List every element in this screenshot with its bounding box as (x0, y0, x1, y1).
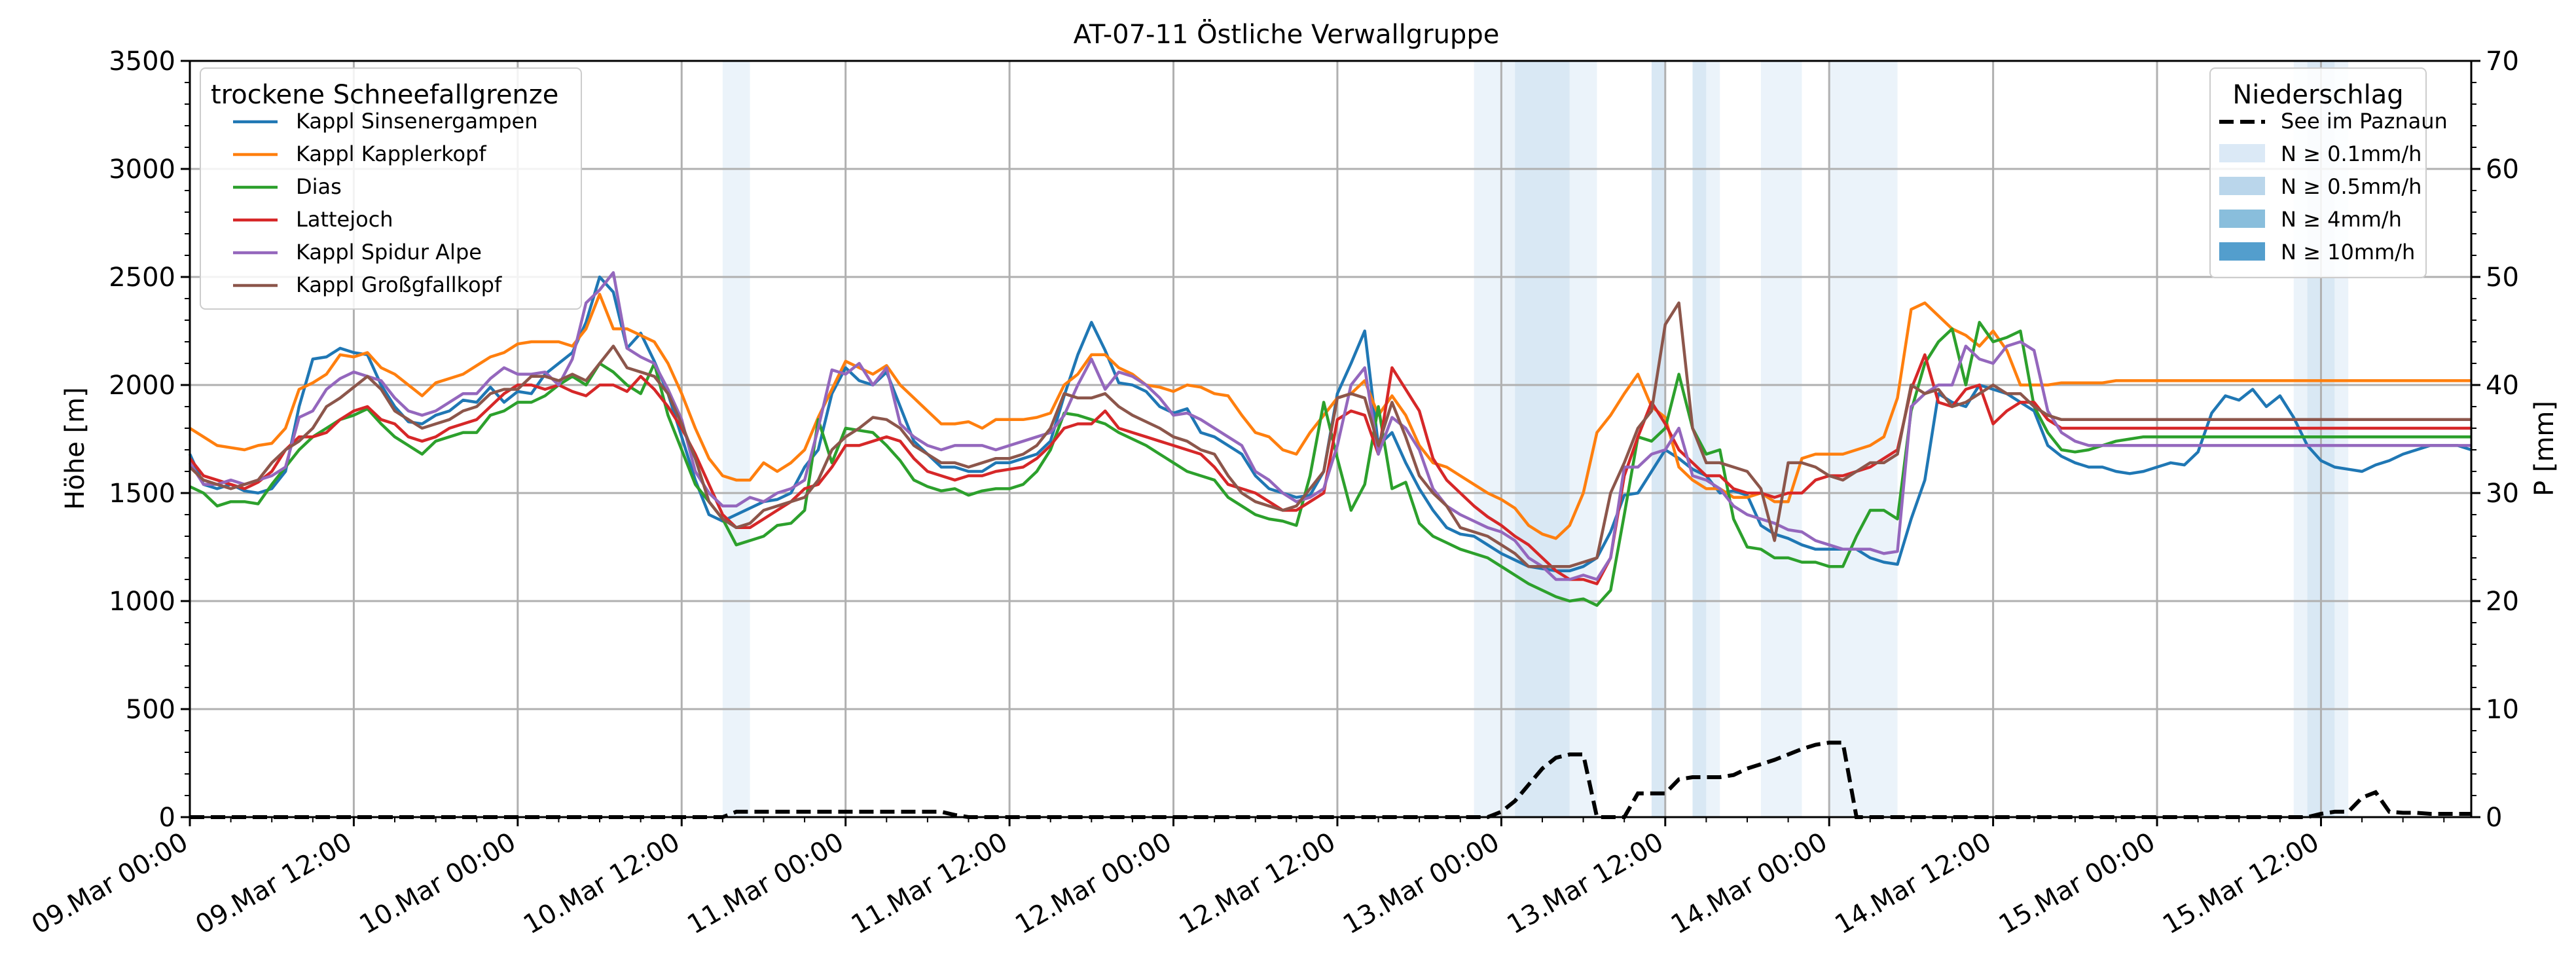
legend-band-swatch-2 (2219, 210, 2265, 228)
y-tick-label: 0 (159, 803, 175, 833)
x-tick-label: 12.Mar 00:00 (1010, 827, 1176, 940)
y2-tick-label: 20 (2486, 587, 2519, 617)
series-line-1 (189, 293, 2471, 540)
precip-band (1651, 61, 1665, 817)
legend-precipitation-title: Niederschlag (2232, 80, 2403, 110)
legend-label-4: Kappl Spidur Alpe (296, 240, 482, 265)
precip-band (1760, 61, 1802, 817)
y2-tick-label: 0 (2486, 803, 2502, 833)
precipitation-bands (722, 61, 2349, 817)
x-tick-label: 09.Mar 00:00 (27, 827, 193, 940)
y-tick-label: 500 (126, 695, 175, 725)
legend-band-label-0: N ≥ 0.1mm/h (2281, 141, 2422, 166)
y2-tick-label: 40 (2486, 371, 2519, 401)
y2-axis-title: P [mm] (2530, 401, 2560, 496)
legend-snowline-title: trockene Schneefallgrenze (211, 80, 558, 110)
legend-label-3: Lattejoch (296, 207, 393, 232)
x-tick-label: 12.Mar 12:00 (1174, 827, 1341, 940)
series-line-3 (189, 353, 2471, 585)
x-tick-label: 14.Mar 00:00 (1666, 827, 1832, 940)
y2-tick-label: 50 (2486, 263, 2519, 293)
series-line-4 (189, 271, 2471, 581)
legend-label-0: Kappl Sinsenergampen (296, 109, 538, 134)
x-tick-label: 15.Mar 00:00 (1994, 827, 2160, 940)
series-line-0 (188, 275, 2472, 573)
legend-precipitation: Niederschlag See im Paznaun N ≥ 0.1mm/h N … (2209, 67, 2448, 278)
legend-label-2: Dias (296, 174, 342, 199)
x-tick-label: 10.Mar 12:00 (518, 827, 685, 940)
plot-frame (189, 60, 2473, 818)
legend-band-swatch-1 (2219, 177, 2265, 195)
legend-snowline-frame (200, 67, 582, 310)
y2-tick-label: 30 (2486, 479, 2519, 509)
x-tick-label: 14.Mar 12:00 (1830, 827, 1996, 940)
legend-label-5: Kappl Großgfallkopf (296, 272, 502, 297)
precip-line (190, 741, 2471, 819)
x-tick-label: 13.Mar 12:00 (1502, 827, 1668, 940)
legend-label-1: Kappl Kapplerkopf (296, 141, 486, 166)
legend-band-label-2: N ≥ 4mm/h (2281, 207, 2402, 232)
x-tick-label: 10.Mar 00:00 (355, 827, 521, 940)
precip-band (1515, 61, 1570, 817)
legend-band-swatch-3 (2219, 242, 2265, 261)
x-tick-label: 11.Mar 12:00 (846, 827, 1013, 940)
precipitation-line (190, 741, 2471, 819)
y-tick-label: 2000 (109, 371, 175, 401)
x-tick-label: 13.Mar 00:00 (1338, 827, 1504, 940)
chart-title: AT-07-11 Östliche Verwallgruppe (1074, 18, 1500, 50)
y-tick-label: 2500 (109, 263, 175, 293)
y-tick-label: 3500 (109, 46, 175, 77)
precip-band (1706, 61, 1720, 817)
y-tick-label: 3000 (109, 155, 175, 185)
series-line-5 (189, 301, 2471, 568)
y2-tick-label: 60 (2486, 155, 2519, 185)
x-tick-label: 09.Mar 12:00 (190, 827, 357, 940)
precip-band (1474, 61, 1515, 817)
precip-band (1829, 61, 1898, 817)
legend-band-label-3: N ≥ 10mm/h (2281, 240, 2415, 265)
x-tick-label: 15.Mar 12:00 (2158, 827, 2324, 940)
y2-tick-label: 70 (2486, 46, 2519, 77)
y-tick-label: 1500 (109, 479, 175, 509)
legend-band-label-1: N ≥ 0.5mm/h (2281, 174, 2422, 199)
y-tick-label: 1000 (109, 587, 175, 617)
legend-band-swatch-0 (2219, 144, 2265, 162)
legend-precip-label: See im Paznaun (2281, 109, 2448, 134)
legend-snowline: trockene Schneefallgrenze Kappl Sinsener… (200, 67, 582, 310)
y-axis-title: Höhe [m] (60, 387, 90, 509)
precip-band (722, 61, 750, 817)
y2-tick-label: 10 (2486, 695, 2519, 725)
series-lines (188, 271, 2472, 607)
x-tick-label: 11.Mar 00:00 (682, 827, 848, 940)
precip-band (1569, 61, 1597, 817)
